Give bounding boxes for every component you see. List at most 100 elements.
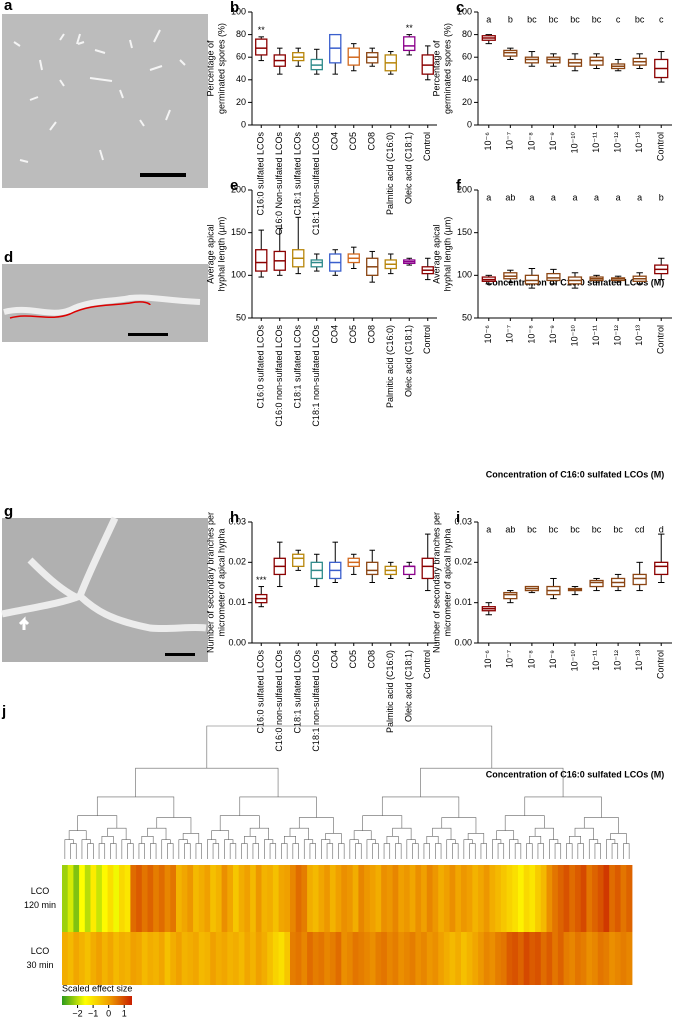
heatmap-cell xyxy=(569,932,576,985)
heatmap-cell xyxy=(67,932,74,985)
x-tick-label: 10⁻¹¹ xyxy=(591,650,601,671)
heatmap-cell xyxy=(586,865,593,932)
annotation: a xyxy=(486,192,491,202)
box xyxy=(310,259,323,268)
heatmap-cell xyxy=(438,932,445,985)
heatmap-cell xyxy=(597,932,604,985)
box xyxy=(255,249,268,272)
dendrogram-branch xyxy=(161,839,171,859)
heatmap-cell xyxy=(181,932,188,985)
heatmap-cell xyxy=(204,865,211,932)
dendrogram-branch xyxy=(497,843,505,859)
heatmap-cell xyxy=(215,865,222,932)
box xyxy=(255,38,268,56)
heatmap-cell xyxy=(563,865,570,932)
heatmap-cell xyxy=(483,932,490,985)
annotation: d xyxy=(659,524,664,534)
x-tick-label: Palmitic acid (C16:0) xyxy=(385,132,395,215)
x-tick-label: 10⁻¹² xyxy=(612,325,622,346)
heatmap-cell xyxy=(489,865,496,932)
y-axis-label: micrometer of apical hypha xyxy=(442,528,452,636)
dendrogram-branch xyxy=(135,767,279,797)
heatmap-cell xyxy=(158,932,165,985)
heatmap-cell xyxy=(284,932,291,985)
heatmap-cell xyxy=(392,865,399,932)
dendrogram-branch xyxy=(206,725,493,769)
dendrogram-branch xyxy=(452,843,459,859)
annotation: c xyxy=(616,14,621,24)
dendrogram-branch xyxy=(167,843,174,859)
x-tick-label: 10⁻¹⁰ xyxy=(569,325,579,347)
dendrogram-branch xyxy=(289,827,309,840)
y-tick-label: 50 xyxy=(236,312,246,322)
dendrogram-branch xyxy=(611,843,619,859)
box xyxy=(503,591,518,600)
heatmap-cell xyxy=(535,932,542,985)
x-tick-label: C18:1 non-sulfated LCOs xyxy=(311,650,321,752)
dendrogram-branch xyxy=(504,815,545,831)
heatmap-cell xyxy=(341,865,348,932)
dendrogram-branch xyxy=(514,843,522,859)
annotation: ab xyxy=(505,524,515,534)
heatmap-cell xyxy=(575,932,582,985)
heatmap-cell xyxy=(557,865,564,932)
heatmap-cell xyxy=(164,932,171,985)
x-tick-label: 10⁻¹² xyxy=(612,132,622,153)
x-tick-label: C18:1 sulfated LCOs xyxy=(293,132,303,216)
annotation: bc xyxy=(549,14,559,24)
heatmap-cell xyxy=(426,932,433,985)
micrograph-g xyxy=(1,516,208,662)
heatmap-cell xyxy=(284,865,291,932)
x-tick-label: C16:0 Non-sulfated LCOs xyxy=(274,132,284,236)
annotation: ** xyxy=(406,23,414,33)
x-tick-label: CO5 xyxy=(348,325,358,344)
dendrogram-branch xyxy=(594,843,601,859)
heatmap-cell xyxy=(421,932,428,985)
heatmap-cell xyxy=(415,865,422,932)
heatmap-cell xyxy=(358,932,365,985)
x-tick-label: 10⁻¹³ xyxy=(634,132,644,153)
box xyxy=(632,573,647,586)
heatmap-cell xyxy=(141,932,148,985)
heatmap-cell xyxy=(215,932,222,985)
heatmap-cell xyxy=(472,932,479,985)
x-tick-label: CO8 xyxy=(367,132,377,151)
heatmap-cell xyxy=(244,932,251,985)
heatmap-cell xyxy=(546,865,553,932)
annotation: bc xyxy=(613,524,623,534)
heatmap-cell xyxy=(164,865,171,932)
heatmap-cell xyxy=(124,865,131,932)
x-tick-label: 10⁻¹⁰ xyxy=(569,650,579,672)
x-tick-label: 10⁻¹³ xyxy=(634,650,644,671)
dendrogram-branch xyxy=(87,843,94,859)
y-tick-label: 20 xyxy=(236,97,246,107)
box xyxy=(366,561,379,576)
row-label: 120 min xyxy=(24,900,56,910)
x-tick-label: 10⁻¹¹ xyxy=(591,132,601,153)
heatmap-cell xyxy=(626,865,633,932)
heatmap-cell xyxy=(392,932,399,985)
heatmap-cell xyxy=(563,932,570,985)
heatmap-cell xyxy=(204,932,211,985)
heatmap-cell xyxy=(255,865,262,932)
dendrogram-branch xyxy=(211,830,230,840)
x-tick-label: CO5 xyxy=(348,132,358,151)
heatmap-cell xyxy=(233,865,240,932)
heatmap-cell xyxy=(198,932,205,985)
heatmap-cell xyxy=(79,932,86,985)
dendrogram-branch xyxy=(524,796,602,818)
x-tick-label: 10⁻¹¹ xyxy=(591,325,601,346)
heatmap-cell xyxy=(113,932,120,985)
dendrogram-branch xyxy=(610,833,627,844)
heatmap-cell xyxy=(278,932,285,985)
x-tick-label: Control xyxy=(656,325,666,354)
heatmap-cell xyxy=(227,865,234,932)
heatmap-cell xyxy=(158,865,165,932)
heatmap-cell xyxy=(238,932,245,985)
annotation: a xyxy=(572,192,577,202)
y-tick-label: 50 xyxy=(462,312,472,322)
x-tick-label: 10⁻⁸ xyxy=(526,132,536,151)
heatmap-cell xyxy=(512,932,519,985)
x-tick-label: 10⁻¹⁰ xyxy=(569,132,579,154)
